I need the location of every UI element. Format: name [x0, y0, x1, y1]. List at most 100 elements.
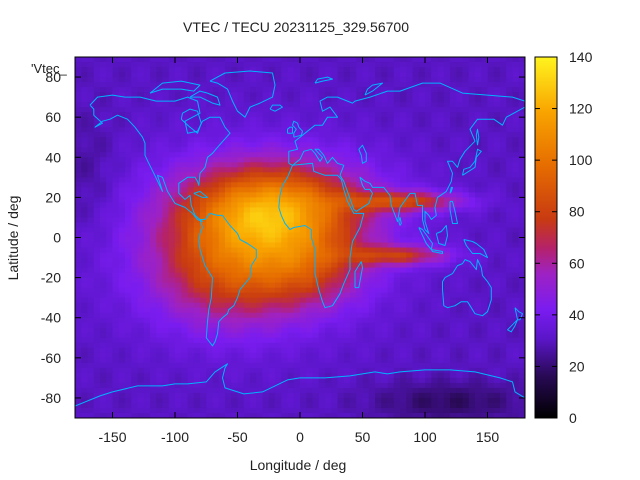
heatmap-cell [131, 272, 139, 279]
heatmap-cell [206, 127, 214, 133]
heatmap-cell [237, 392, 245, 399]
heatmap-cell [375, 327, 382, 334]
heatmap-cell [393, 232, 401, 239]
heatmap-cell [131, 197, 139, 203]
heatmap-cell [481, 267, 489, 274]
heatmap-cell [381, 132, 389, 138]
heatmap-cell [225, 192, 232, 198]
heatmap-cell [350, 87, 357, 93]
heatmap-cell [318, 347, 326, 354]
heatmap-cell [412, 147, 420, 153]
heatmap-cell [393, 152, 401, 158]
heatmap-cell [518, 142, 525, 148]
heatmap-cell [162, 57, 170, 63]
heatmap-cell [462, 217, 470, 224]
heatmap-cell [93, 62, 101, 68]
heatmap-cell [500, 122, 507, 128]
heatmap-cell [243, 137, 251, 143]
heatmap-cell [187, 72, 195, 78]
heatmap-cell [425, 237, 432, 244]
heatmap-cell [93, 292, 101, 299]
heatmap-cell [431, 237, 439, 244]
heatmap-cell [81, 227, 89, 234]
heatmap-cell [431, 147, 439, 153]
heatmap-cell [131, 267, 139, 274]
heatmap-cell [318, 382, 326, 389]
heatmap-cell [200, 262, 207, 269]
heatmap-cell [168, 127, 176, 133]
heatmap-cell [81, 72, 89, 78]
heatmap-cell [162, 152, 170, 158]
heatmap-cell [356, 297, 364, 304]
heatmap-cell [75, 352, 82, 359]
heatmap-cell [275, 377, 282, 384]
heatmap-cell [481, 117, 489, 123]
heatmap-cell [300, 237, 307, 244]
heatmap-cell [300, 262, 307, 269]
heatmap-cell [425, 197, 432, 203]
heatmap-cell [425, 267, 432, 274]
heatmap-cell [106, 292, 114, 299]
heatmap-cell [506, 207, 514, 214]
heatmap-cell [81, 342, 89, 349]
heatmap-cell [356, 192, 364, 198]
heatmap-cell [93, 377, 101, 384]
heatmap-cell [487, 177, 495, 183]
heatmap-cell [475, 252, 482, 259]
heatmap-cell [412, 302, 420, 309]
heatmap-cell [212, 87, 220, 93]
heatmap-cell [250, 272, 257, 279]
heatmap-cell [75, 227, 82, 234]
heatmap-cell [425, 82, 432, 88]
heatmap-cell [118, 242, 126, 249]
heatmap-cell [412, 172, 420, 178]
heatmap-cell [137, 337, 145, 344]
heatmap-cell [381, 387, 389, 394]
heatmap-cell [250, 207, 257, 214]
heatmap-cell [412, 62, 420, 68]
heatmap-cell [431, 242, 439, 249]
heatmap-cell [506, 232, 514, 239]
heatmap-cell [512, 377, 520, 384]
heatmap-cell [450, 282, 457, 289]
heatmap-cell [175, 402, 182, 409]
heatmap-cell [356, 177, 364, 183]
heatmap-cell [268, 272, 276, 279]
heatmap-cell [293, 252, 301, 259]
heatmap-cell [112, 112, 120, 118]
heatmap-cell [425, 142, 432, 148]
heatmap-cell [443, 347, 451, 354]
heatmap-cell [287, 257, 295, 264]
heatmap-cell [75, 257, 82, 264]
heatmap-cell [343, 77, 351, 83]
heatmap-cell [168, 97, 176, 103]
heatmap-cell [368, 117, 376, 123]
heatmap-cell [281, 282, 289, 289]
heatmap-cell [387, 307, 395, 314]
heatmap-cell [87, 237, 95, 244]
heatmap-cell [506, 137, 514, 143]
heatmap-cell [281, 322, 289, 329]
heatmap-cell [462, 152, 470, 158]
heatmap-cell [518, 352, 525, 359]
heatmap-cell [212, 72, 220, 78]
heatmap-cell [256, 212, 264, 219]
heatmap-cell [150, 307, 157, 314]
heatmap-cell [331, 77, 339, 83]
heatmap-cell [356, 262, 364, 269]
heatmap-cell [300, 252, 307, 259]
heatmap-cell [350, 172, 357, 178]
heatmap-cell [437, 112, 445, 118]
heatmap-cell [143, 262, 151, 269]
heatmap-cell [350, 197, 357, 203]
heatmap-cell [418, 62, 426, 68]
heatmap-cell [218, 137, 226, 143]
heatmap-cell [412, 267, 420, 274]
heatmap-cell [418, 292, 426, 299]
heatmap-cell [175, 127, 182, 133]
heatmap-cell [162, 137, 170, 143]
heatmap-cell [156, 262, 164, 269]
heatmap-cell [337, 122, 345, 128]
heatmap-cell [443, 307, 451, 314]
heatmap-cell [81, 122, 89, 128]
